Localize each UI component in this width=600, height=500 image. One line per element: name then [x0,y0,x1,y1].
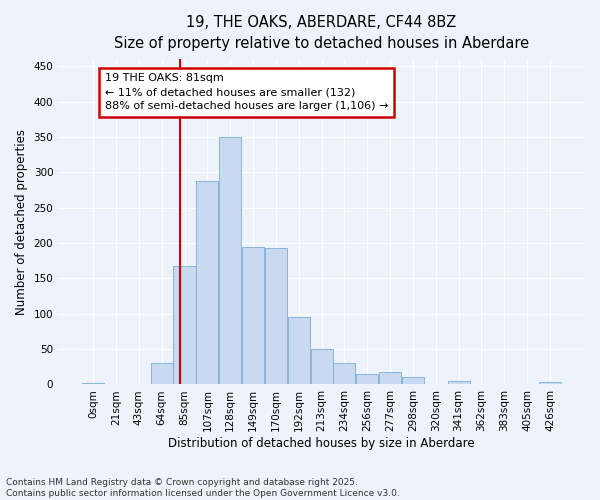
Bar [151,363,173,384]
Title: 19, THE OAKS, ABERDARE, CF44 8BZ
Size of property relative to detached houses in: 19, THE OAKS, ABERDARE, CF44 8BZ Size of… [114,15,529,51]
Bar [287,318,310,384]
Bar [379,372,401,384]
Bar [219,137,241,384]
Bar [242,246,264,384]
Bar [196,182,218,384]
Bar [334,363,355,384]
Bar [82,383,104,384]
Bar [539,382,561,384]
Bar [265,248,287,384]
Bar [311,349,332,384]
Bar [402,378,424,384]
X-axis label: Distribution of detached houses by size in Aberdare: Distribution of detached houses by size … [168,437,475,450]
Text: 19 THE OAKS: 81sqm
← 11% of detached houses are smaller (132)
88% of semi-detach: 19 THE OAKS: 81sqm ← 11% of detached hou… [104,74,388,112]
Text: Contains HM Land Registry data © Crown copyright and database right 2025.
Contai: Contains HM Land Registry data © Crown c… [6,478,400,498]
Bar [356,374,379,384]
Y-axis label: Number of detached properties: Number of detached properties [15,129,28,315]
Bar [448,381,470,384]
Bar [173,266,196,384]
